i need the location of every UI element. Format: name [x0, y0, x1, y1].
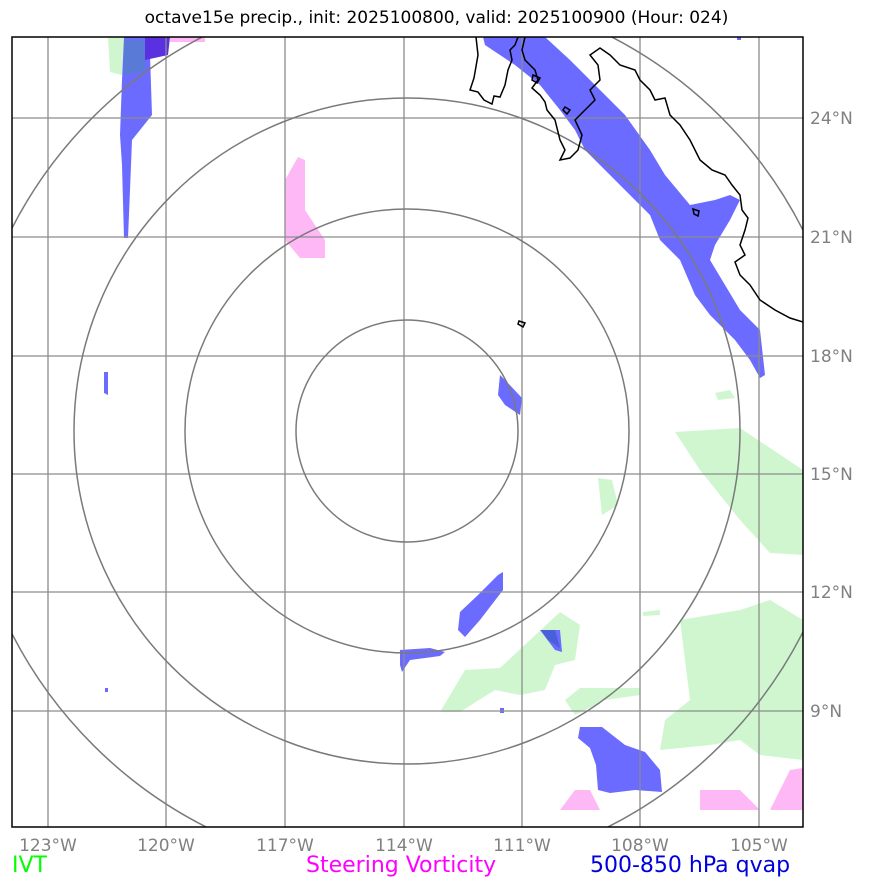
qvap-region [145, 37, 170, 60]
qvap-region [124, 40, 145, 75]
vorticity-regions [170, 37, 803, 810]
vorticity-region [560, 790, 600, 810]
ivt-region [565, 688, 640, 715]
island [562, 105, 572, 116]
y-tick-label: 21°N [810, 228, 853, 248]
ivt-region [715, 390, 735, 400]
y-tick-labels: 24°N 21°N 18°N 15°N 12°N 9°N [810, 109, 853, 722]
x-tick-label: 114°W [375, 836, 433, 856]
vorticity-region [770, 768, 803, 810]
range-rings [12, 37, 803, 827]
x-tick-label: 105°W [730, 836, 788, 856]
range-ring [73, 97, 741, 765]
vorticity-region [700, 790, 760, 810]
legend-qvap-label: 500-850 hPa qvap [590, 853, 791, 878]
map-title: octave15e precip., init: 2025100800, val… [144, 8, 729, 28]
ivt-region [643, 610, 660, 616]
y-tick-label: 9°N [810, 702, 842, 722]
island [517, 320, 527, 329]
island [692, 207, 700, 218]
qvap-regions [104, 37, 765, 793]
qvap-region [483, 37, 765, 378]
map-frame [11, 36, 804, 828]
qvap-region [400, 648, 445, 672]
qvap-region [105, 688, 108, 692]
ivt-region [108, 37, 125, 75]
x-tick-label: 123°W [19, 836, 77, 856]
legend-vorticity-label: Steering Vorticity [306, 853, 497, 878]
ivt-region [675, 428, 803, 555]
qvap-region [498, 375, 522, 415]
qvap-region [541, 630, 560, 648]
x-tick-label: 108°W [611, 836, 669, 856]
ivt-region [440, 612, 580, 712]
qvap-region [578, 727, 662, 793]
ivt-region [660, 600, 803, 760]
x-tick-label: 120°W [137, 836, 195, 856]
y-tick-label: 24°N [810, 109, 853, 129]
range-ring [295, 319, 519, 543]
qvap-region [104, 372, 108, 395]
y-tick-label: 12°N [810, 583, 853, 603]
ivt-regions [108, 37, 803, 760]
x-tick-label: 111°W [493, 836, 551, 856]
x-tick-label: 117°W [256, 836, 314, 856]
vorticity-region [285, 157, 325, 258]
baja-coast [469, 37, 519, 106]
coastline [469, 37, 803, 329]
qvap-region [120, 37, 168, 238]
range-ring [184, 208, 630, 654]
qvap-region [458, 572, 503, 637]
legend-ivt-label: IVT [12, 853, 47, 878]
baja-coast-east [521, 37, 803, 323]
ivt-region [598, 478, 618, 515]
map-plot-area [12, 37, 803, 827]
y-tick-label: 15°N [810, 465, 853, 485]
island [531, 73, 542, 85]
x-tick-labels: 123°W 120°W 117°W 114°W 111°W 108°W 105°… [19, 836, 788, 856]
y-tick-label: 18°N [810, 347, 853, 367]
